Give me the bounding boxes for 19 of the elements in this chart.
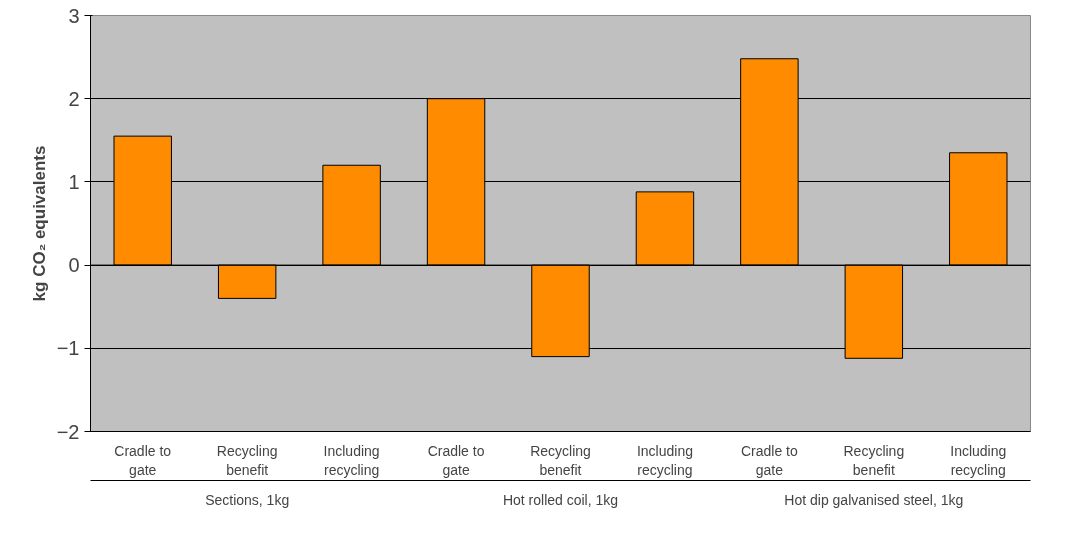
y-tick-label: 1 — [68, 170, 80, 193]
x-tick-label: Cradle to gate — [114, 442, 172, 478]
y-axis-title: kg CO₂ equivalents — [29, 145, 49, 302]
text: Sections, 1kg — [205, 491, 290, 508]
y-tick-label: 0 — [68, 254, 80, 277]
x-tick-label: Cradle to gate — [740, 442, 799, 478]
y-tick-label: 3 — [68, 4, 80, 27]
text: Hot dip galvanised steel, 1kg — [784, 491, 964, 508]
x-tick-label: Including recycling — [950, 442, 1007, 478]
x-tick-label: Including recycling — [323, 442, 380, 478]
x-tick-label: Recycling benefit — [216, 442, 278, 478]
x-tick-label: Recycling benefit — [843, 442, 905, 478]
x-tick-label: Cradle to gate — [427, 442, 485, 478]
y-tick-label: −2 — [56, 420, 80, 443]
text: Hot rolled coil, 1kg — [502, 491, 619, 508]
x-tick-label: Including recycling — [636, 442, 693, 478]
y-tick-label: −1 — [56, 337, 80, 360]
y-tick-label: 2 — [68, 87, 80, 110]
x-tick-label: Recycling benefit — [530, 442, 591, 478]
